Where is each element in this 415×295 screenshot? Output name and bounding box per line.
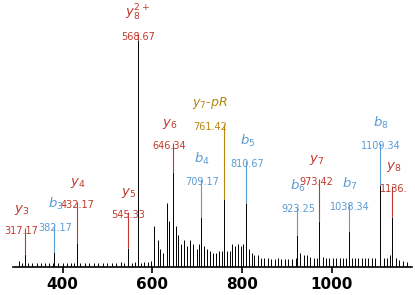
Text: $b_{7}$: $b_{7}$ <box>342 176 357 192</box>
Text: $b_{5}$: $b_{5}$ <box>239 133 255 149</box>
Text: $y_{8}$: $y_{8}$ <box>386 160 401 174</box>
Text: 382.17: 382.17 <box>39 222 72 232</box>
Text: 761.42: 761.42 <box>193 122 227 132</box>
Text: $y_{8}^{2+}$: $y_{8}^{2+}$ <box>125 3 151 23</box>
Text: $b_{8}$: $b_{8}$ <box>374 114 389 131</box>
Text: 317.17: 317.17 <box>4 226 38 236</box>
Text: $y_{5}$: $y_{5}$ <box>121 186 136 200</box>
Text: 923.25: 923.25 <box>281 204 315 214</box>
Text: 810.67: 810.67 <box>230 159 264 169</box>
Text: 432.17: 432.17 <box>61 200 95 210</box>
Text: $y_7$-pR: $y_7$-pR <box>192 95 228 112</box>
Text: $y_{3}$: $y_{3}$ <box>14 203 29 217</box>
Text: 973.42: 973.42 <box>299 177 333 187</box>
Text: $y_{6}$: $y_{6}$ <box>161 117 177 131</box>
Text: 1109.34: 1109.34 <box>361 141 401 151</box>
Text: $b_{4}$: $b_{4}$ <box>194 151 210 167</box>
Text: $y_{4}$: $y_{4}$ <box>70 176 85 190</box>
Text: $b_{6}$: $b_{6}$ <box>290 178 306 194</box>
Text: 646.34: 646.34 <box>152 141 186 151</box>
Text: 568.67: 568.67 <box>121 32 155 42</box>
Text: $b_{3}$: $b_{3}$ <box>48 196 63 212</box>
Text: $y_{7}$: $y_{7}$ <box>309 153 324 167</box>
Text: 709.17: 709.17 <box>185 177 219 187</box>
Text: 1038.34: 1038.34 <box>330 202 369 212</box>
Text: 545.33: 545.33 <box>112 210 145 220</box>
Text: 1136.: 1136. <box>380 184 407 194</box>
